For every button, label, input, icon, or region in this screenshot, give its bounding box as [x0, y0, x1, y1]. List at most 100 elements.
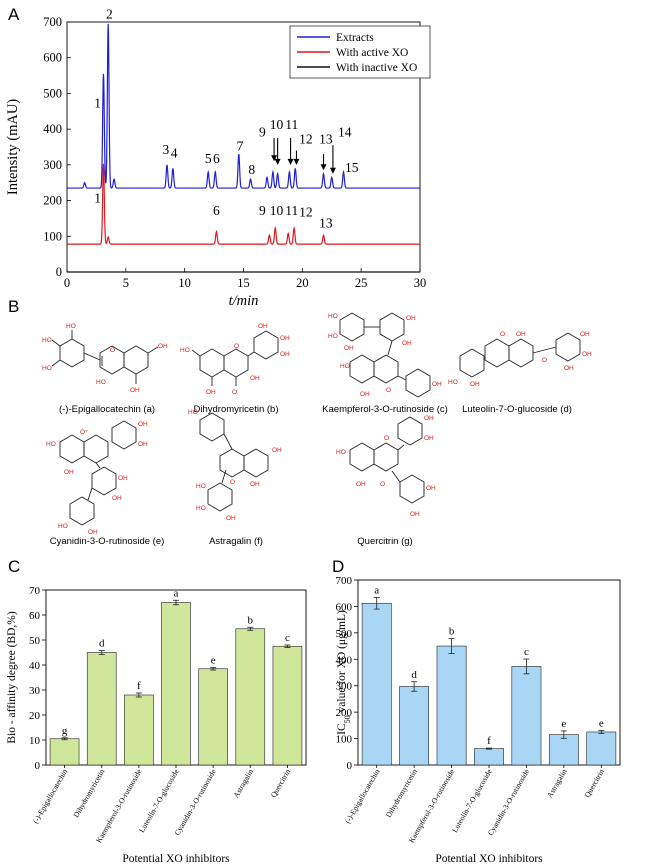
svg-text:HO: HO — [188, 409, 198, 416]
significance-letter: a — [174, 587, 179, 599]
significance-letter: c — [524, 646, 529, 658]
panel-letter-b: B — [8, 297, 19, 316]
peak-arrow-head — [293, 158, 300, 165]
svg-text:HO: HO — [336, 449, 346, 456]
y-tick-label: 0 — [35, 760, 41, 772]
x-axis-title: Potential XO inhibitors — [435, 853, 543, 865]
bar — [161, 602, 191, 766]
y-tick-label: 100 — [43, 229, 62, 243]
bar — [436, 645, 467, 766]
significance-letter: e — [211, 655, 216, 667]
svg-text:OH: OH — [516, 331, 526, 338]
svg-text:OH: OH — [258, 323, 268, 330]
y-tick-label: 500 — [336, 628, 353, 640]
x-axis-title: t/min — [229, 293, 259, 309]
peak-label: 11 — [285, 117, 298, 132]
x-tick-label: Astragalin — [545, 767, 569, 799]
peak-arrow-head — [287, 158, 294, 165]
bar — [49, 738, 80, 766]
svg-text:OH: OH — [112, 495, 122, 502]
svg-text:HO: HO — [196, 505, 206, 512]
significance-letter: g — [62, 725, 68, 737]
svg-text:HO: HO — [328, 333, 338, 340]
structure-hetero-atoms-b: HO O OH OH OH OH O OH — [180, 323, 290, 396]
y-tick-label: 300 — [43, 158, 62, 172]
x-tick-label: 15 — [237, 276, 250, 290]
svg-text:HO: HO — [58, 523, 68, 530]
svg-text:OH: OH — [130, 387, 140, 394]
y-tick-label: 200 — [336, 707, 353, 719]
svg-text:HO: HO — [180, 347, 190, 354]
y-axis-title: Intensity (mAU) — [5, 99, 21, 195]
svg-text:OH: OH — [138, 421, 148, 428]
structure-label-a: (-)-Epigallocatechin (a) — [59, 404, 155, 415]
x-tick-label: Cyanidin-3-O-rutinoside — [486, 767, 532, 837]
structure-drawing-g — [349, 416, 425, 504]
svg-text:HO: HO — [196, 483, 206, 490]
bio-affinity-bar-chart: 0 10 20 30 40 50 60 70 g (-)-Epigallocatechin d Dih… — [6, 585, 307, 865]
peak-label: 11 — [285, 203, 298, 218]
y-tick-label: 400 — [336, 654, 353, 666]
structure-drawing-c — [339, 312, 431, 398]
significance-letter: c — [285, 632, 290, 644]
svg-text:OH: OH — [250, 481, 260, 488]
peak-label: 10 — [270, 203, 284, 218]
structure-hetero-atoms-c: HO HO OH OH OH O HO OH OH — [328, 313, 442, 398]
x-axis-title: Potential XO inhibitors — [122, 853, 230, 865]
y-tick-label: 500 — [43, 86, 62, 100]
y-axis-title: IC50 value for XO (μg/mL) — [336, 610, 352, 735]
svg-text:HO: HO — [448, 379, 458, 386]
peak-label: 7 — [237, 139, 244, 154]
svg-text:OH: OH — [432, 381, 442, 388]
x-tick-label: Astragalin — [231, 767, 255, 799]
peak-label: 12 — [299, 205, 313, 220]
legend-label-extracts: Extracts — [336, 32, 374, 44]
svg-text:O: O — [234, 343, 239, 350]
structure-label-c: Kaempferol-3-O-rutinoside (c) — [322, 404, 448, 415]
y-tick-label: 40 — [29, 660, 41, 672]
y-tick-label: 70 — [29, 585, 41, 597]
svg-text:O: O — [230, 479, 235, 486]
significance-letter: f — [487, 735, 491, 747]
x-tick-label: Cyanidin-3-O-rutinoside — [173, 767, 219, 837]
x-tick-label: Dihydromyricetin — [384, 767, 419, 819]
y-tick-label: 0 — [56, 265, 62, 279]
peak-label: 6 — [213, 151, 220, 166]
bar — [511, 666, 542, 766]
structure-hetero-atoms-e: O⁺ OH OH HO OH OH OH HO OH — [46, 421, 148, 536]
peak-label: 3 — [162, 142, 169, 157]
bar — [86, 652, 117, 766]
svg-text:OH: OH — [118, 475, 128, 482]
svg-text:OH: OH — [564, 365, 574, 372]
svg-text:HO: HO — [96, 379, 106, 386]
structure-drawing-b — [191, 330, 279, 386]
svg-text:O⁺: O⁺ — [80, 429, 89, 436]
bar — [399, 686, 430, 766]
bar — [272, 645, 303, 766]
structure-label-g: Quercitrin (g) — [357, 536, 412, 547]
peak-label: 2 — [106, 6, 113, 21]
significance-letter: d — [99, 638, 105, 650]
svg-text:HO: HO — [340, 363, 350, 370]
svg-text:OH: OH — [158, 343, 168, 350]
svg-text:OH: OH — [406, 315, 416, 322]
y-tick-label: 600 — [336, 601, 353, 613]
peak-label: 1 — [94, 190, 101, 205]
panel-letter-a: A — [8, 5, 20, 24]
peak-label: 13 — [319, 131, 333, 146]
y-tick-label: 100 — [336, 734, 353, 746]
svg-text:OH: OH — [424, 435, 434, 442]
x-tick-label: Dihydromyricetin — [71, 767, 106, 819]
peak-label: 5 — [205, 151, 212, 166]
structure-label-b: Dihydromyricetin (b) — [194, 404, 279, 415]
svg-text:OH: OH — [226, 515, 236, 522]
bar — [198, 668, 228, 766]
y-tick-label: 0 — [347, 760, 353, 772]
y-tick-label: 50 — [29, 635, 41, 647]
x-tick-label: 30 — [414, 276, 427, 290]
peak-label: 14 — [338, 124, 352, 139]
x-tick-label: Luteolin-7-O-glucoside — [450, 767, 494, 834]
svg-text:HO: HO — [46, 441, 56, 448]
